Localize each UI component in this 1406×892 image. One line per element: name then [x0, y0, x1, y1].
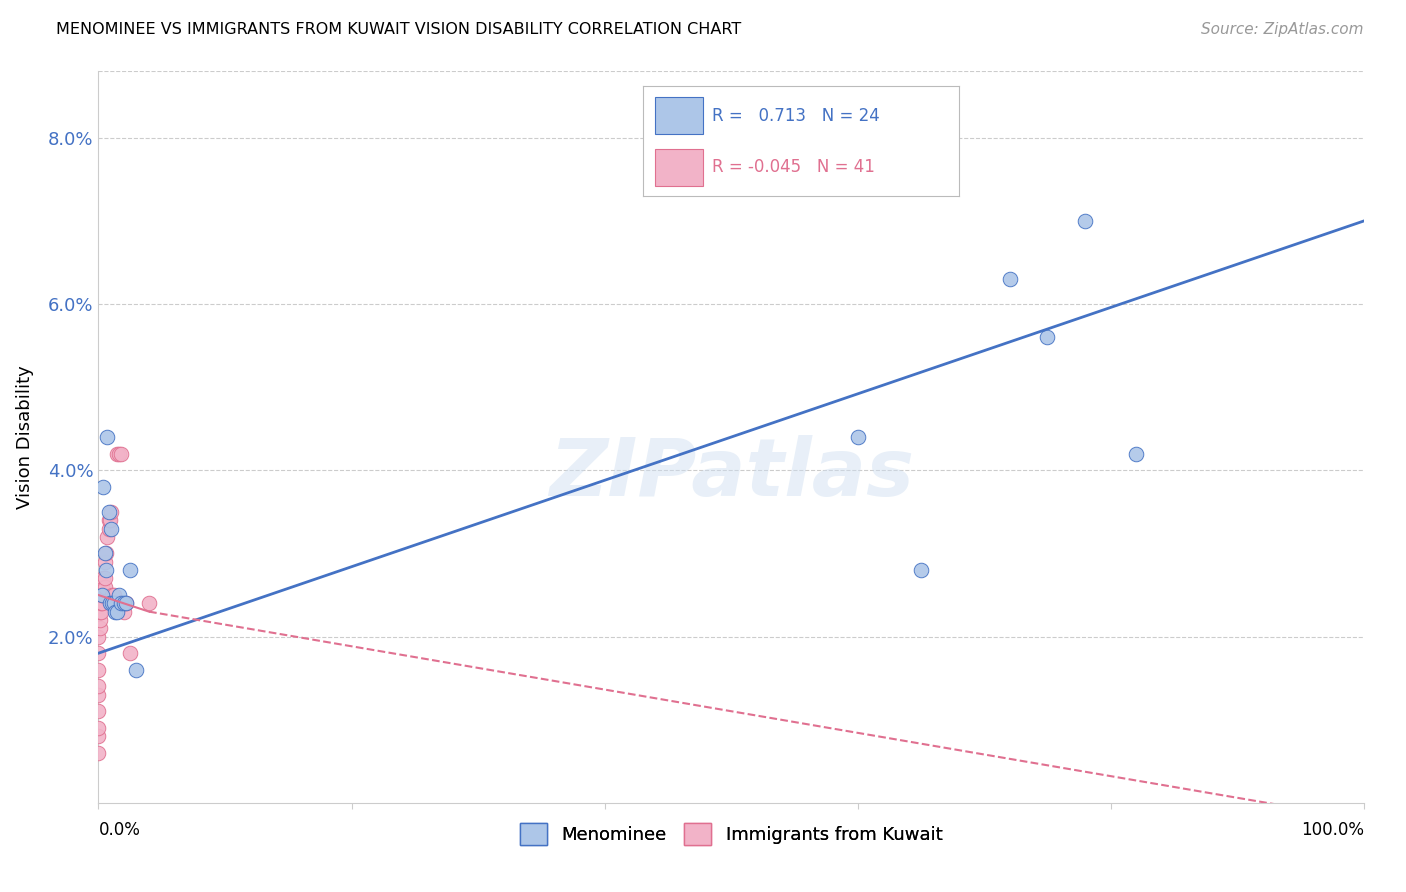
Point: [1125, 447, 1147, 461]
Point: [89, 596, 111, 610]
Point: [94, 563, 117, 577]
Point: [115, 596, 138, 610]
Point: [93, 588, 115, 602]
Point: [107, 447, 129, 461]
Point: [98, 596, 121, 610]
Point: [104, 605, 127, 619]
Point: [846, 430, 869, 444]
Point: [138, 596, 160, 610]
Point: [97, 513, 120, 527]
Point: [910, 563, 932, 577]
Point: [87, 663, 110, 677]
Point: [90, 588, 112, 602]
Point: [110, 447, 132, 461]
Point: [97, 505, 120, 519]
Point: [115, 596, 138, 610]
Point: [107, 605, 129, 619]
Point: [1036, 330, 1059, 344]
Point: [87, 746, 110, 760]
Point: [125, 663, 148, 677]
Point: [89, 621, 111, 635]
Point: [112, 596, 135, 610]
Point: [103, 596, 125, 610]
Point: [112, 605, 135, 619]
Point: [100, 505, 122, 519]
Point: [107, 588, 129, 602]
Point: [87, 729, 110, 743]
Point: [91, 588, 114, 602]
Point: [107, 447, 129, 461]
Y-axis label: Vision Disability: Vision Disability: [15, 365, 34, 509]
Point: [97, 521, 120, 535]
Point: [87, 705, 110, 719]
Point: [90, 580, 112, 594]
Text: MENOMINEE VS IMMIGRANTS FROM KUWAIT VISION DISABILITY CORRELATION CHART: MENOMINEE VS IMMIGRANTS FROM KUWAIT VISI…: [56, 22, 741, 37]
Text: Source: ZipAtlas.com: Source: ZipAtlas.com: [1201, 22, 1364, 37]
Point: [91, 580, 114, 594]
Point: [120, 563, 141, 577]
Point: [93, 555, 117, 569]
Point: [93, 580, 117, 594]
Point: [90, 605, 112, 619]
Point: [90, 596, 112, 610]
Point: [96, 430, 118, 444]
Point: [91, 588, 114, 602]
Point: [103, 588, 125, 602]
Point: [91, 596, 114, 610]
Point: [93, 480, 115, 494]
Point: [101, 588, 124, 602]
Point: [87, 688, 110, 702]
Point: [87, 630, 110, 644]
Text: 100.0%: 100.0%: [1301, 821, 1364, 839]
Point: [104, 596, 127, 610]
Point: [1074, 214, 1097, 228]
Point: [110, 596, 132, 610]
Point: [101, 596, 124, 610]
Text: ZIPatlas: ZIPatlas: [548, 434, 914, 513]
Legend: Menominee, Immigrants from Kuwait: Menominee, Immigrants from Kuwait: [512, 816, 950, 852]
Point: [87, 721, 110, 735]
Point: [93, 546, 117, 560]
Point: [89, 613, 111, 627]
Point: [89, 605, 111, 619]
Point: [87, 646, 110, 660]
Point: [998, 272, 1021, 286]
Point: [87, 680, 110, 694]
Point: [100, 521, 122, 535]
Point: [93, 571, 115, 585]
Point: [120, 646, 141, 660]
Point: [98, 513, 121, 527]
Point: [93, 571, 117, 585]
Point: [94, 546, 117, 560]
Text: 0.0%: 0.0%: [98, 821, 141, 839]
Point: [96, 530, 118, 544]
